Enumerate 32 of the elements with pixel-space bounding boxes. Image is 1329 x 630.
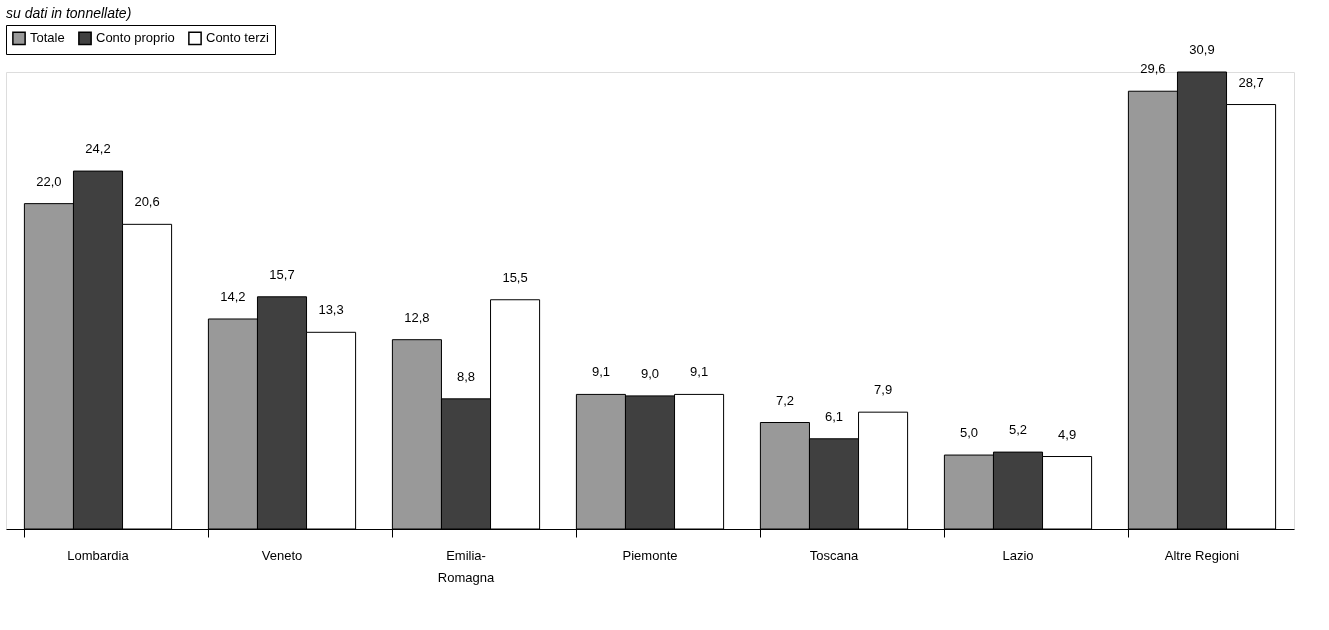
data-label: 22,0	[36, 173, 62, 189]
data-label: 12,8	[404, 309, 430, 325]
x-tick-label: Piemonte	[622, 547, 678, 563]
data-label: 24,2	[85, 141, 111, 157]
data-label: 5,0	[959, 425, 978, 441]
x-tick-label: Toscana	[809, 547, 859, 563]
data-label: 7,9	[874, 382, 893, 398]
x-tick-label: Lazio	[1002, 547, 1034, 563]
data-label: 20,6	[134, 194, 160, 210]
x-tick-label: Lombardia	[67, 547, 130, 563]
data-label: 15,5	[502, 269, 528, 285]
data-label: 29,6	[1140, 61, 1166, 77]
x-tick-label: Veneto	[261, 547, 303, 563]
data-label: 8,8	[456, 368, 476, 384]
data-label: 30,9	[1189, 42, 1215, 57]
data-label: 9,1	[591, 364, 610, 380]
x-tick-label: Emilia-Romagna	[437, 547, 495, 585]
legend-label: Conto proprio	[96, 30, 175, 46]
data-label: 9,0	[640, 365, 660, 381]
data-label: 15,7	[269, 266, 295, 282]
data-label: 7,2	[775, 392, 794, 408]
data-label: 5,2	[1008, 422, 1028, 438]
legend-label: Conto terzi	[206, 30, 269, 46]
data-label: 4,9	[1058, 426, 1077, 442]
x-tick-label: Altre Regioni	[1164, 547, 1240, 563]
data-label: 14,2	[220, 288, 246, 304]
chart-subtitle: su dati in tonnellate)	[6, 4, 132, 21]
legend-label: Totale	[30, 30, 65, 46]
data-label: 13,3	[318, 302, 344, 318]
data-label: 9,1	[690, 364, 709, 380]
data-label: 28,7	[1238, 74, 1264, 90]
data-label: 6,1	[824, 408, 844, 424]
